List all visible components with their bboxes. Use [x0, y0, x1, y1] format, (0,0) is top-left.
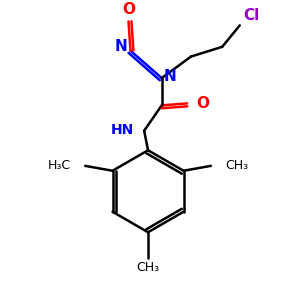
- Text: CH₃: CH₃: [136, 261, 160, 274]
- Text: N: N: [164, 69, 176, 84]
- Text: HN: HN: [111, 123, 134, 137]
- Text: O: O: [122, 2, 135, 17]
- Text: N: N: [115, 39, 128, 54]
- Text: CH₃: CH₃: [226, 159, 249, 172]
- Text: H₃C: H₃C: [47, 159, 70, 172]
- Text: Cl: Cl: [244, 8, 260, 23]
- Text: O: O: [196, 96, 209, 111]
